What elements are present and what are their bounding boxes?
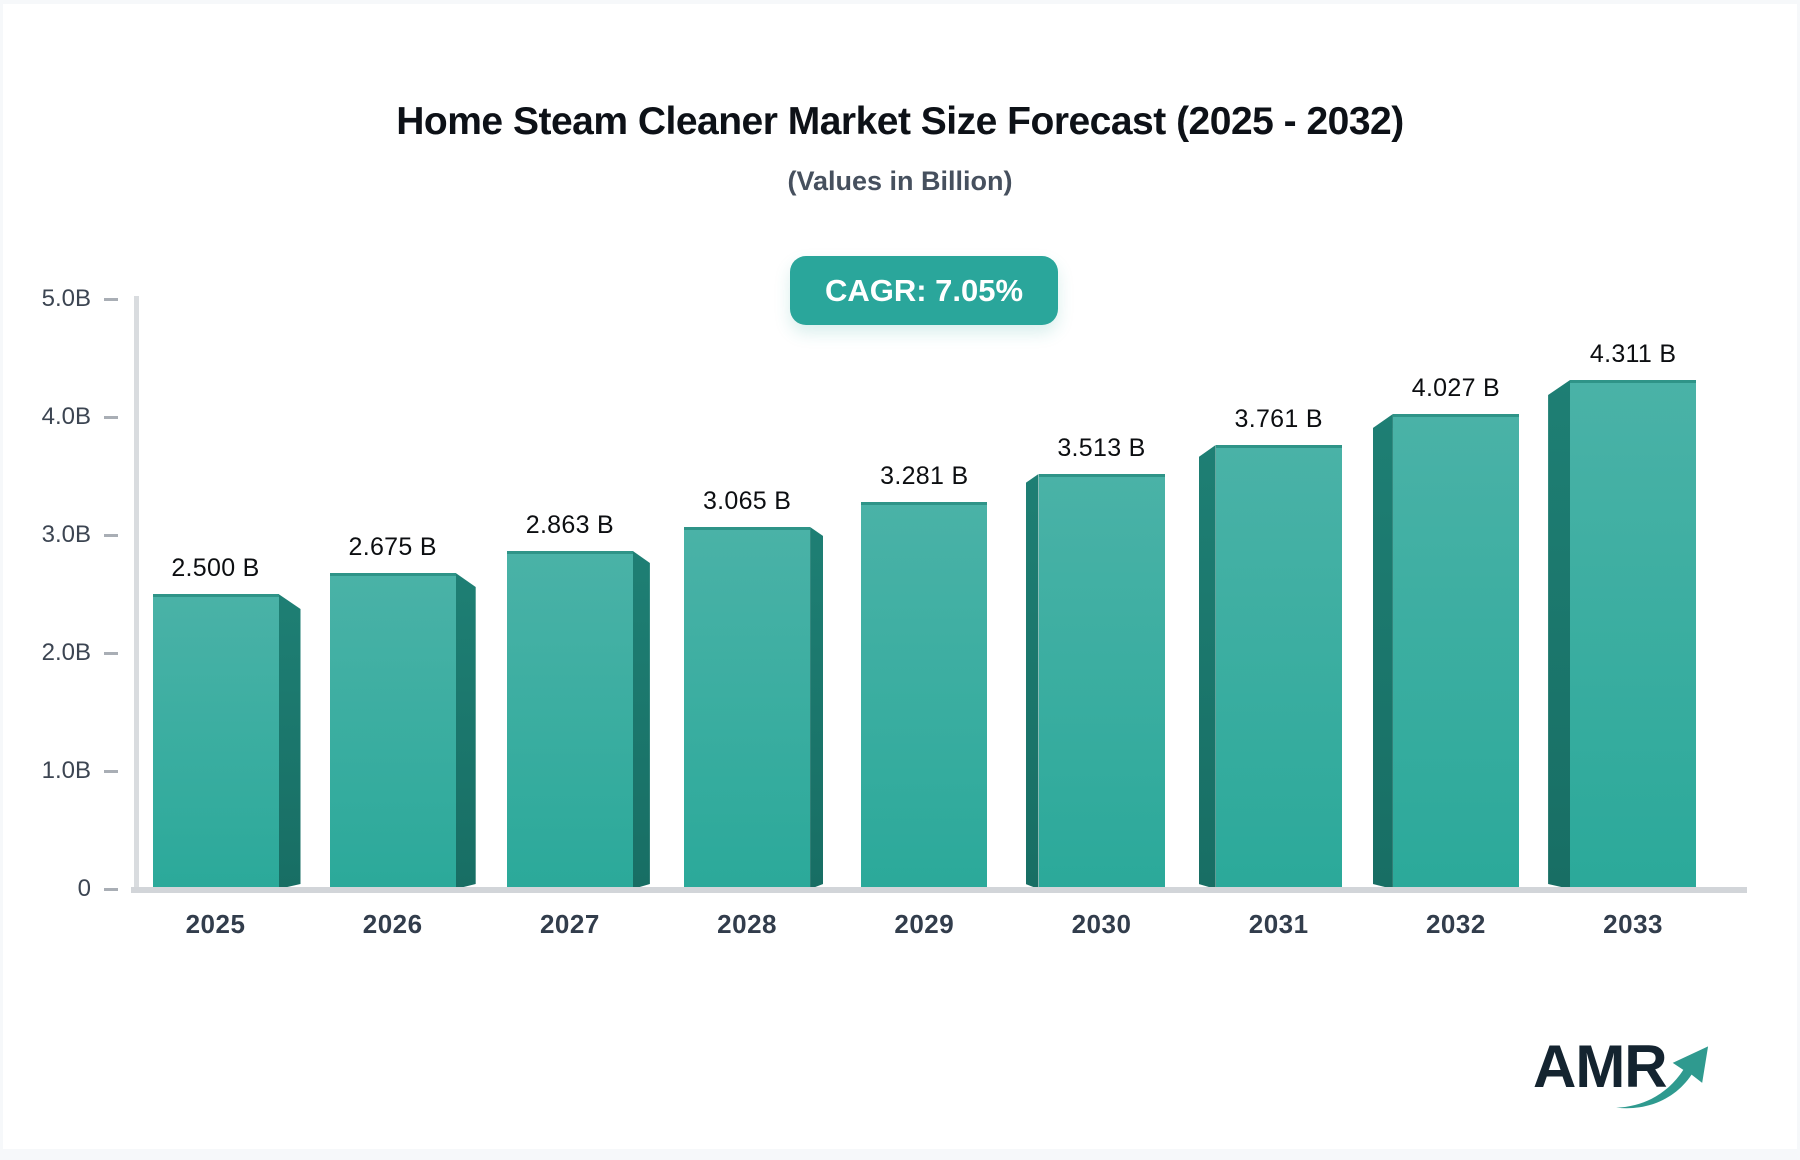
- bar-value-label: 2.500 B: [171, 554, 260, 582]
- y-axis-tick-mark: [104, 888, 118, 891]
- amr-logo-text: AMR: [1533, 1033, 1668, 1100]
- y-axis-tick-label: 2.0B: [41, 639, 91, 666]
- bar-2031[interactable]: [1215, 445, 1342, 889]
- chart-title: Home Steam Cleaner Market Size Forecast …: [396, 100, 1404, 143]
- bar-value-label: 4.027 B: [1411, 374, 1501, 402]
- y-axis-tick-label: 0: [77, 875, 91, 902]
- chart-subtitle: (Values in Billion): [787, 166, 1013, 196]
- bar-value-label: 3.281 B: [880, 462, 969, 490]
- x-axis-baseline: [131, 887, 1747, 893]
- plot-area: 0 1.0B 2.0B 3.0B 4.0B 5.0B 2.500 B 2.675 B 2.86…: [3, 4, 1800, 1160]
- x-axis-label: 2029: [894, 909, 955, 939]
- y-axis-tick-label: 5.0B: [41, 285, 91, 312]
- bar-value-label: 2.675 B: [348, 533, 437, 561]
- bar-2032[interactable]: [1392, 414, 1519, 889]
- bar-value-label: 2.863 B: [525, 511, 615, 539]
- bar-2030[interactable]: [1038, 474, 1165, 889]
- x-axis-label: 2031: [1248, 909, 1309, 939]
- y-axis-tick-label: 4.0B: [41, 403, 91, 430]
- bar-2025[interactable]: [152, 594, 279, 889]
- amr-logo: AMR: [1525, 1026, 1735, 1116]
- growth-arrow-icon: [1616, 1046, 1709, 1109]
- bar-side: [1026, 474, 1039, 889]
- bar-side: [633, 551, 650, 889]
- x-axis-label: 2030: [1071, 909, 1132, 939]
- bar-2027[interactable]: [506, 551, 633, 889]
- y-axis-tick-mark: [104, 652, 118, 655]
- bar-side: [1548, 380, 1570, 889]
- bar-2033[interactable]: [1570, 380, 1697, 889]
- x-axis-label: 2033: [1603, 909, 1664, 939]
- y-axis-tick-mark: [104, 534, 118, 537]
- y-axis-tick-mark: [104, 298, 118, 301]
- y-axis-tick-label: 3.0B: [41, 521, 91, 548]
- chart-card: Home Steam Cleaner Market Size Forecast …: [3, 4, 1797, 1149]
- cagr-badge: CAGR: 7.05%: [790, 256, 1058, 325]
- bar-side: [810, 527, 823, 889]
- bar-2029[interactable]: [861, 502, 988, 889]
- x-axis-label: 2028: [717, 909, 778, 939]
- bar-value-label: 3.065 B: [702, 487, 792, 515]
- x-axis-label: 2027: [539, 909, 600, 939]
- x-axis-label: 2026: [362, 909, 423, 939]
- bar-side: [279, 594, 301, 889]
- bar-value-label: 3.761 B: [1234, 405, 1323, 433]
- bar-side: [1199, 445, 1216, 889]
- bar-2028[interactable]: [684, 527, 811, 889]
- x-axis-label: 2025: [185, 909, 246, 939]
- bar-2026[interactable]: [329, 573, 456, 889]
- y-axis-line: [134, 296, 139, 889]
- x-axis-label: 2032: [1425, 909, 1486, 939]
- bar-side: [1373, 414, 1393, 889]
- bar-side: [456, 573, 476, 889]
- bar-value-label: 4.311 B: [1589, 340, 1677, 368]
- y-axis-tick-mark: [104, 770, 118, 773]
- y-axis-tick-mark: [104, 416, 118, 419]
- bar-value-label: 3.513 B: [1057, 434, 1146, 462]
- y-axis-tick-label: 1.0B: [41, 757, 91, 784]
